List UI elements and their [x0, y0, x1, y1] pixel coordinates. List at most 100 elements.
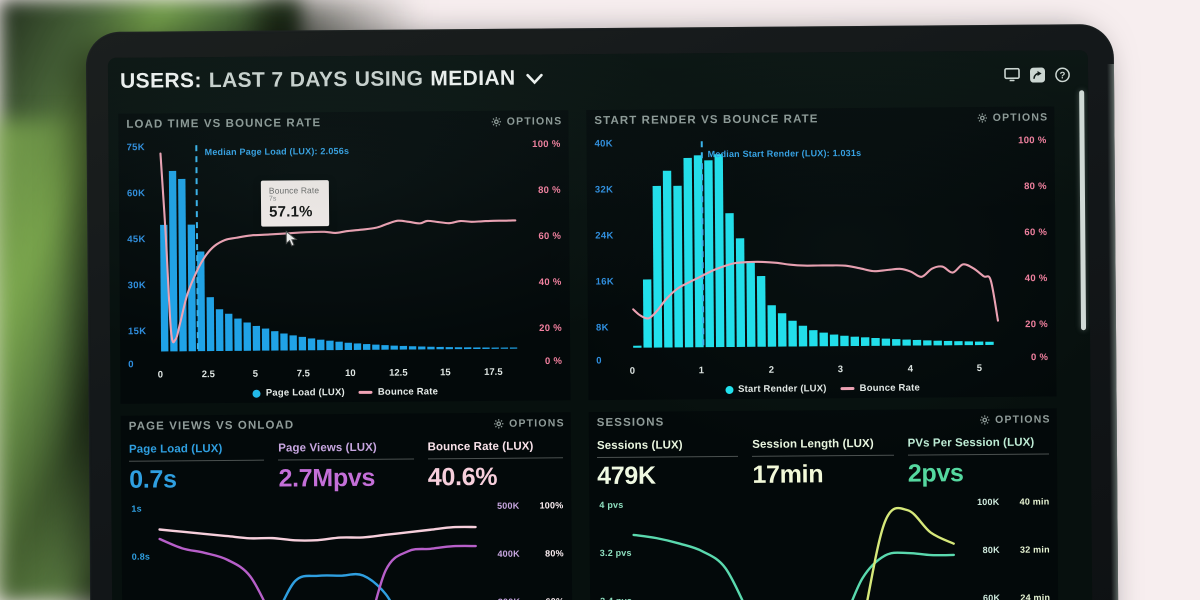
panel-header: START RENDER VS BOUNCE RATE OPTIONS	[586, 106, 1054, 132]
chevron-down-icon[interactable]	[525, 73, 543, 85]
x-tick: 10	[345, 367, 356, 380]
kpi-divider	[597, 455, 739, 459]
legend-item[interactable]: Bounce Rate	[358, 386, 439, 398]
mini-chart-sessions[interactable]: 4 pvs 3.2 pvs 2.4 pvs 100K 80K 60K 40 mi…	[589, 487, 1059, 600]
kpi-value: 2pvs	[907, 459, 964, 488]
series-line-swatch-icon	[358, 391, 373, 394]
panel-header: SESSIONS OPTIONS	[589, 408, 1057, 434]
kpi-bounce-rate[interactable]: Bounce Rate (LUX) 40.6%	[428, 440, 564, 492]
page-title-range[interactable]: LAST 7 DAYS	[208, 67, 348, 93]
mini-chart-page-views[interactable]: 1s 0.8s 0.6s 500K 400K 300K 100% 80% 60%	[121, 491, 573, 600]
series-color-swatch-icon	[725, 385, 734, 394]
x-tick: 12.5	[389, 367, 408, 379]
kpi-row-page-views: Page Load (LUX) 0.7s Page Views (LUX) 2.…	[121, 434, 571, 495]
chart-area-start-render[interactable]: 40K 32K 24K 16K 8K 0 100 % 80 % 60 % 40 …	[586, 128, 1056, 378]
panel-title: SESSIONS	[596, 416, 665, 430]
header-icon-group: ?	[1004, 67, 1070, 83]
chart-svg-page-views	[158, 525, 478, 600]
x-tick: 2.5	[201, 369, 216, 381]
legend-label: Page Load (LUX)	[265, 387, 345, 399]
legend-label: Bounce Rate	[377, 386, 439, 398]
panel-header: LOAD TIME VS BOUNCE RATE OPTIONS	[118, 110, 568, 136]
panel-header: PAGE VIEWS VS ONLOAD OPTIONS	[121, 412, 571, 438]
tooltip-bounce-rate: Bounce Rate 7s 57.1%	[260, 180, 330, 227]
x-tick: 5	[252, 368, 259, 380]
median-annotation: Median Start Render (LUX): 1.031s	[707, 147, 862, 160]
kpi-divider	[278, 458, 414, 461]
options-button[interactable]: OPTIONS	[978, 111, 1049, 124]
chart-svg-sessions	[632, 506, 955, 600]
kpi-value: 479K	[597, 461, 656, 491]
options-label: OPTIONS	[506, 115, 563, 128]
kpi-session-length[interactable]: Session Length (LUX) 17min	[752, 438, 894, 490]
kpi-label: Page Views (LUX)	[278, 441, 377, 455]
options-label: OPTIONS	[995, 413, 1051, 426]
page-title-prefix: USERS:	[119, 69, 202, 93]
panel-title: PAGE VIEWS VS ONLOAD	[128, 419, 295, 433]
x-tick: 1	[698, 365, 705, 377]
chart-svg-start-render	[632, 141, 1000, 348]
panel-title: START RENDER VS BOUNCE RATE	[594, 113, 819, 128]
svg-text:?: ?	[1060, 70, 1066, 81]
legend-start-render: Start Render (LUX) Bounce Rate	[588, 381, 1056, 396]
legend-item[interactable]: Start Render (LUX)	[725, 383, 827, 395]
x-tick: 15	[440, 367, 451, 379]
x-tick: 2	[768, 364, 775, 376]
series-color-swatch-icon	[252, 389, 261, 398]
x-tick: 5	[976, 363, 983, 375]
chart-area-load-time[interactable]: 75K 60K 45K 30K 15K 0 100 % 80 % 60 % 40…	[118, 132, 570, 382]
series-line-swatch-icon	[840, 387, 855, 390]
page-title-using: USING	[354, 67, 424, 91]
kpi-value: 0.7s	[129, 465, 177, 494]
x-tick: 0	[629, 365, 636, 377]
kpi-row-sessions: Sessions (LUX) 479K Session Length (LUX)…	[589, 430, 1057, 491]
tooltip-label: Bounce Rate	[268, 185, 320, 196]
x-tick: 3	[837, 364, 844, 376]
page-title-metric[interactable]: MEDIAN	[430, 66, 516, 91]
panel-grid: LOAD TIME VS BOUNCE RATE OPTIONS 75K 60K…	[108, 96, 1092, 600]
panel-title: LOAD TIME VS BOUNCE RATE	[126, 117, 322, 131]
legend-load-time: Page Load (LUX) Bounce Rate	[120, 385, 570, 400]
legend-item[interactable]: Bounce Rate	[840, 383, 920, 395]
options-button[interactable]: OPTIONS	[492, 115, 563, 128]
kpi-label: Session Length (LUX)	[752, 437, 874, 451]
kpi-value: 17min	[752, 460, 824, 489]
gear-icon	[492, 117, 502, 127]
help-icon[interactable]: ?	[1055, 67, 1070, 82]
tooltip-subtext: 7s	[268, 195, 277, 203]
gear-icon	[494, 419, 504, 429]
panel-start-render-vs-bounce-rate: START RENDER VS BOUNCE RATE OPTIONS 40K …	[586, 106, 1057, 401]
x-tick: 0	[157, 369, 164, 381]
dashboard-screen: USERS: LAST 7 DAYS USING MEDIAN ?	[107, 50, 1093, 600]
chart-svg-load-time	[159, 145, 518, 352]
panel-sessions: SESSIONS OPTIONS Sessions (LUX) 479K Ses…	[588, 408, 1060, 600]
desktop-icon[interactable]	[1004, 67, 1020, 82]
x-tick: 17.5	[484, 366, 503, 378]
median-annotation: Median Page Load (LUX): 2.056s	[204, 145, 350, 158]
share-icon[interactable]	[1029, 67, 1046, 83]
kpi-page-views[interactable]: Page Views (LUX) 2.7Mpvs	[278, 441, 414, 493]
kpi-value: 2.7Mpvs	[278, 463, 376, 493]
options-button[interactable]: OPTIONS	[494, 417, 565, 430]
legend-item[interactable]: Page Load (LUX)	[252, 387, 345, 399]
kpi-page-load[interactable]: Page Load (LUX) 0.7s	[129, 443, 265, 495]
tooltip-value: 57.1%	[269, 203, 313, 221]
panel-page-views-vs-onload: PAGE VIEWS VS ONLOAD OPTIONS Page Load (…	[120, 412, 574, 600]
panel-load-time-vs-bounce-rate: LOAD TIME VS BOUNCE RATE OPTIONS 75K 60K…	[118, 110, 571, 404]
x-tick: 7.5	[296, 368, 311, 380]
kpi-pvs-per-session[interactable]: PVs Per Session (LUX) 2pvs	[908, 436, 1050, 488]
laptop-device: USERS: LAST 7 DAYS USING MEDIAN ?	[85, 23, 1119, 600]
kpi-label: Sessions (LUX)	[596, 439, 683, 453]
gear-icon	[980, 415, 990, 425]
kpi-sessions[interactable]: Sessions (LUX) 479K	[597, 439, 739, 491]
options-label: OPTIONS	[992, 111, 1049, 124]
kpi-label: Bounce Rate (LUX)	[427, 440, 534, 454]
kpi-divider	[427, 457, 564, 460]
kpi-label: Page Load (LUX)	[128, 442, 223, 456]
options-button[interactable]: OPTIONS	[980, 413, 1051, 426]
gear-icon	[978, 113, 988, 123]
kpi-divider	[752, 454, 894, 457]
kpi-value: 40.6%	[427, 462, 498, 492]
dashboard-header: USERS: LAST 7 DAYS USING MEDIAN ?	[108, 50, 1088, 106]
kpi-divider	[907, 453, 1049, 456]
